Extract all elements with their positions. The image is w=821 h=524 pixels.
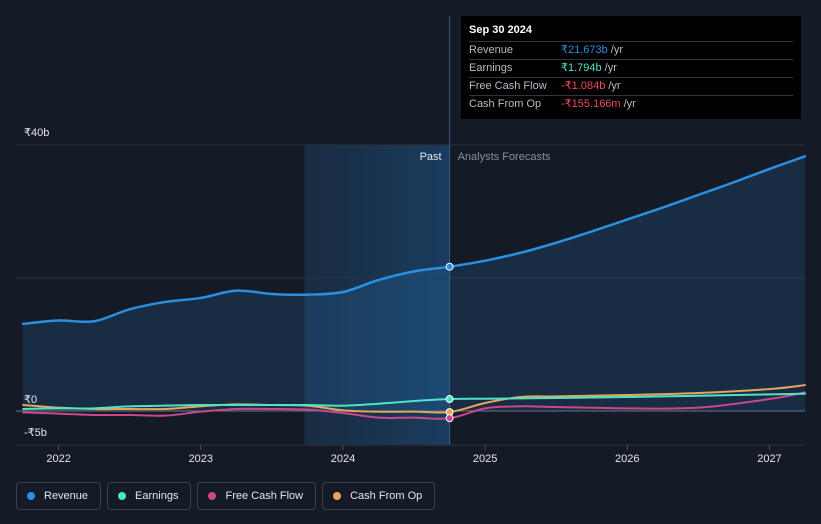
tooltip-row: Earnings ₹1.794b/yr [469, 60, 793, 78]
past-label: Past [420, 151, 442, 163]
earnings-marker[interactable] [445, 395, 454, 404]
tooltip-date: Sep 30 2024 [469, 24, 793, 42]
y-tick-label: -₹5b [24, 427, 47, 439]
forecast-label: Analysts Forecasts [458, 151, 551, 163]
tooltip-label: Cash From Op [469, 98, 542, 110]
legend-item-revenue[interactable]: Revenue [16, 482, 102, 510]
free-cash-flow-marker[interactable] [445, 414, 454, 423]
tooltip-row: Revenue ₹21.673b/yr [469, 42, 793, 60]
tooltip-unit: /yr [608, 80, 621, 92]
y-tick-label: ₹40b [24, 127, 49, 139]
tooltip-row: Cash From Op -₹155.166m/yr [469, 96, 793, 113]
legend-item-earnings[interactable]: Earnings [107, 482, 192, 510]
legend-dot-icon [208, 492, 217, 500]
revenue-area [23, 156, 806, 411]
revenue-marker[interactable] [445, 262, 454, 271]
tooltip-value: -₹1.084b [561, 80, 606, 92]
tooltip-value: -₹155.166m [561, 98, 621, 110]
revenue-line [21, 155, 807, 326]
legend-item-free-cash-flow[interactable]: Free Cash Flow [197, 482, 317, 510]
legend-dot-icon [27, 492, 35, 500]
tooltip-unit: /yr [610, 44, 623, 56]
legend-item-cash-from-op[interactable]: Cash From Op [322, 482, 436, 510]
legend-label: Earnings [135, 490, 179, 502]
tooltip-unit: /yr [623, 98, 636, 110]
tooltip-label: Revenue [469, 44, 514, 56]
cash-from-op-line [22, 384, 806, 414]
tooltip-value: ₹1.794b [561, 62, 602, 74]
x-tick-label: 2026 [615, 453, 639, 465]
x-tick-label: 2024 [331, 453, 355, 465]
tooltip-label: Free Cash Flow [469, 80, 547, 92]
earnings-line [22, 392, 806, 410]
legend-dot-icon [333, 492, 342, 500]
tooltip-value: ₹21.673b [561, 44, 608, 56]
free-cash-flow-line [22, 391, 806, 420]
y-tick-label: ₹0 [24, 394, 37, 406]
x-tick-label: 2025 [473, 453, 497, 465]
tooltip-row: Free Cash Flow -₹1.084b/yr [469, 78, 793, 96]
legend-label: Cash From Op [350, 490, 423, 502]
tooltip: Sep 30 2024 Revenue ₹21.673b/yr Earnings ₹1… [461, 16, 801, 119]
legend-dot-icon [118, 492, 127, 500]
legend: Revenue Earnings Free Cash Flow Cash From O… [16, 482, 436, 510]
legend-label: Revenue [44, 490, 89, 502]
tooltip-unit: /yr [604, 62, 617, 74]
legend-label: Free Cash Flow [225, 490, 304, 502]
tooltip-label: Earnings [469, 62, 513, 74]
x-tick-label: 2022 [46, 453, 70, 465]
x-tick-label: 2023 [189, 453, 213, 465]
x-tick-label: 2027 [757, 453, 781, 465]
